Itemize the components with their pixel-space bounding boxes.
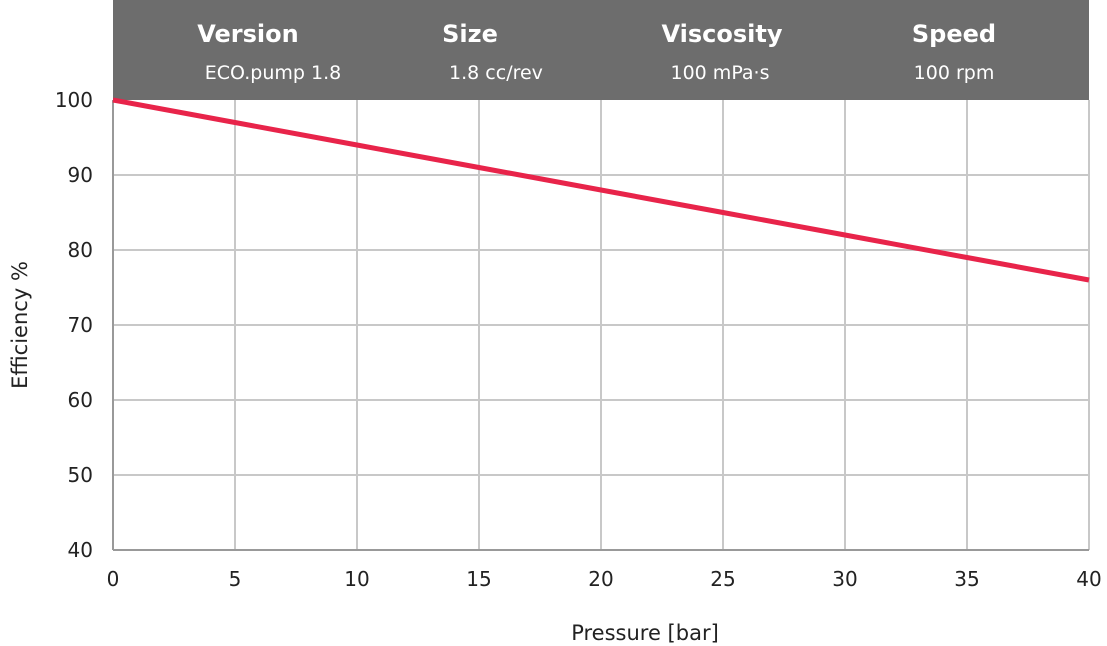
- header-value-viscosity: 100 mPa·s: [671, 62, 770, 84]
- axes: [112, 100, 1089, 551]
- y-tick-labels: 40 50 60 70 80 90 100: [55, 88, 93, 562]
- y-tick-label: 50: [68, 463, 93, 487]
- series-layer: [112, 97, 1090, 283]
- x-axis-label: Pressure [bar]: [571, 621, 719, 645]
- header-title-speed: Speed: [912, 20, 996, 48]
- header-title-viscosity: Viscosity: [661, 20, 782, 48]
- y-tick-label: 60: [68, 388, 93, 412]
- header-column-version: Version ECO.pump 1.8: [197, 20, 341, 84]
- header-value-version: ECO.pump 1.8: [205, 62, 341, 84]
- grid: [113, 100, 1090, 550]
- x-tick-label: 5: [229, 567, 242, 591]
- y-axis-label: Efficiency %: [8, 261, 32, 389]
- x-tick-label: 25: [710, 567, 735, 591]
- header-value-speed: 100 rpm: [914, 62, 995, 84]
- x-tick-label: 20: [588, 567, 613, 591]
- x-tick-labels: 0 5 10 15 20 25 30 35 40: [107, 567, 1102, 591]
- x-tick-label: 0: [107, 567, 120, 591]
- header-title-version: Version: [197, 20, 298, 48]
- header-column-size: Size 1.8 cc/rev: [442, 20, 543, 84]
- y-tick-label: 90: [68, 163, 93, 187]
- header-column-speed: Speed 100 rpm: [912, 20, 996, 84]
- header-value-size: 1.8 cc/rev: [449, 62, 543, 84]
- header-band: [113, 0, 1089, 100]
- x-tick-label: 40: [1076, 567, 1101, 591]
- header-column-viscosity: Viscosity 100 mPa·s: [661, 20, 782, 84]
- y-tick-label: 100: [55, 88, 93, 112]
- x-tick-label: 30: [832, 567, 857, 591]
- x-tick-label: 15: [466, 567, 491, 591]
- header-title-size: Size: [442, 20, 498, 48]
- efficiency-line: [112, 97, 1090, 283]
- y-tick-label: 40: [68, 538, 93, 562]
- y-tick-label: 80: [68, 238, 93, 262]
- y-tick-label: 70: [68, 313, 93, 337]
- x-tick-label: 10: [344, 567, 369, 591]
- x-tick-label: 35: [954, 567, 979, 591]
